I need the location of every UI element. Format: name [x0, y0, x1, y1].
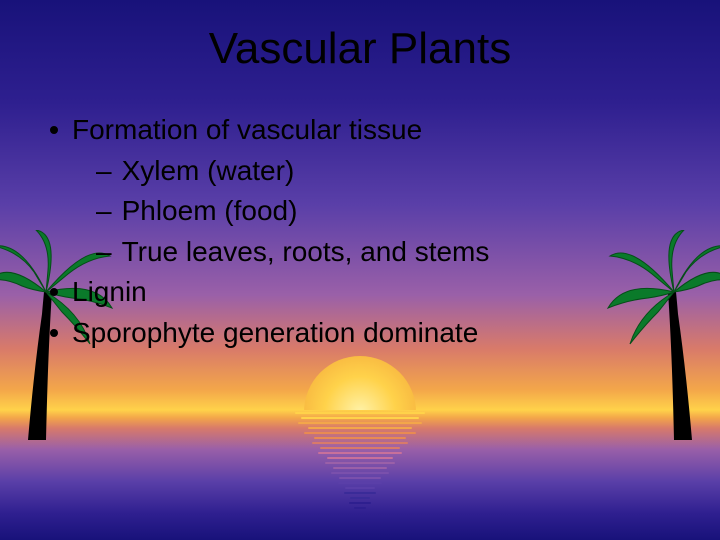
- sub-bullet-item: –Phloem (food): [50, 191, 670, 232]
- reflection-line: [325, 462, 395, 464]
- dash-icon: –: [96, 191, 112, 232]
- reflection-line: [318, 452, 402, 454]
- reflection-line: [339, 477, 381, 479]
- bullet-text: Lignin: [72, 272, 147, 313]
- reflection-line: [338, 482, 382, 484]
- slide-title: Vascular Plants: [0, 24, 720, 74]
- reflection-line: [301, 417, 419, 419]
- reflection-line: [304, 432, 416, 434]
- bullet-item: Formation of vascular tissue: [50, 110, 670, 151]
- sub-bullet-text: Phloem (food): [122, 191, 298, 232]
- slide-body: Formation of vascular tissue–Xylem (wate…: [50, 110, 670, 354]
- bullet-dot-icon: [50, 126, 58, 134]
- bullet-text: Formation of vascular tissue: [72, 110, 422, 151]
- reflection-line: [314, 437, 406, 439]
- reflection-line: [320, 447, 400, 449]
- reflection-line: [331, 472, 389, 474]
- sub-bullet-text: Xylem (water): [122, 151, 295, 192]
- sub-bullet-item: –Xylem (water): [50, 151, 670, 192]
- bullet-item: Sporophyte generation dominate: [50, 313, 670, 354]
- reflection-line: [333, 467, 387, 469]
- bullet-text: Sporophyte generation dominate: [72, 313, 478, 354]
- reflection-line: [295, 412, 425, 414]
- reflection-line: [298, 422, 422, 424]
- reflection-line: [308, 427, 412, 429]
- reflection-line: [312, 442, 408, 444]
- reflection-line: [354, 507, 366, 509]
- dash-icon: –: [96, 151, 112, 192]
- bullet-dot-icon: [50, 288, 58, 296]
- reflection-line: [327, 457, 393, 459]
- bullet-dot-icon: [50, 329, 58, 337]
- bullet-item: Lignin: [50, 272, 670, 313]
- reflection-line: [350, 497, 370, 499]
- reflection-line: [349, 502, 371, 504]
- sub-bullet-item: –True leaves, roots, and stems: [50, 232, 670, 273]
- reflection-line: [344, 492, 376, 494]
- sub-bullet-text: True leaves, roots, and stems: [122, 232, 490, 273]
- dash-icon: –: [96, 232, 112, 273]
- reflection-line: [345, 487, 375, 489]
